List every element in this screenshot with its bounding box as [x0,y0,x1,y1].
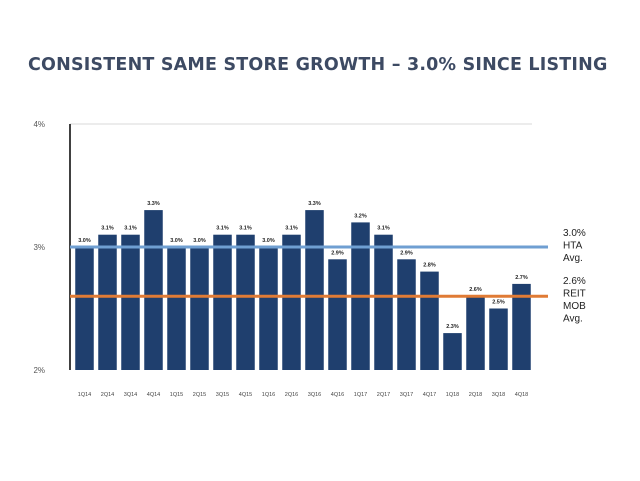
data-label: 2.7% [515,275,528,281]
bar [98,234,117,370]
x-tick-label: 1Q15 [170,392,183,398]
x-tick-label: 4Q14 [147,392,160,398]
bar [190,247,209,370]
data-label: 3.1% [377,226,390,232]
data-label: 3.1% [101,226,114,232]
x-tick-label: 4Q18 [515,392,528,398]
x-tick-label: 3Q15 [216,392,229,398]
slide-title: CONSISTENT SAME STORE GROWTH – 3.0% SINC… [28,55,608,75]
y-tick-label: 3% [33,243,45,252]
data-label: 2.9% [400,250,413,256]
bar [466,296,485,370]
bar [75,247,94,370]
reference-line-label: Avg. [563,253,583,264]
data-label: 3.1% [124,226,137,232]
bar [282,234,301,370]
x-tick-label: 1Q14 [78,392,91,398]
bar [213,234,232,370]
x-tick-label: 4Q15 [239,392,252,398]
x-tick-label: 2Q15 [193,392,206,398]
x-tick-label: 4Q17 [423,392,436,398]
reference-line-label: 3.0% [563,228,586,239]
data-label: 3.0% [170,238,183,244]
data-label: 3.3% [308,201,321,207]
x-tick-label: 3Q18 [492,392,505,398]
x-tick-label: 1Q18 [446,392,459,398]
bar [512,283,531,370]
bar [489,308,508,370]
data-label: 2.3% [446,324,459,330]
data-label: 2.6% [469,287,482,293]
data-label: 2.5% [492,300,505,306]
data-label: 3.3% [147,201,160,207]
x-tick-label: 1Q16 [262,392,275,398]
data-label: 3.0% [262,238,275,244]
data-label: 3.1% [239,226,252,232]
x-tick-label: 2Q16 [285,392,298,398]
x-tick-label: 1Q17 [354,392,367,398]
data-label: 3.1% [285,226,298,232]
data-label: 3.1% [216,226,229,232]
reference-line-label: Avg. [563,314,583,325]
bar [236,234,255,370]
bar [397,259,416,370]
reference-line-label: REIT [563,289,586,300]
bar [443,333,462,370]
bar [167,247,186,370]
y-tick-label: 4% [33,120,45,129]
data-label: 3.0% [78,238,91,244]
x-tick-label: 4Q16 [331,392,344,398]
x-tick-label: 2Q14 [101,392,114,398]
data-label: 2.9% [331,250,344,256]
bar [328,259,347,370]
bar [144,210,163,370]
x-tick-label: 3Q14 [124,392,137,398]
bar [259,247,278,370]
bar [420,271,439,370]
data-label: 3.2% [354,213,367,219]
data-label: 3.0% [193,238,206,244]
bar [305,210,324,370]
x-tick-label: 3Q17 [400,392,413,398]
data-label: 2.8% [423,263,436,269]
y-tick-label: 2% [33,366,45,375]
bar [374,234,393,370]
reference-line-label: MOB [563,301,586,312]
x-tick-label: 3Q16 [308,392,321,398]
reference-line-label: HTA [563,241,583,252]
x-tick-label: 2Q18 [469,392,482,398]
reference-line-label: 2.6% [563,276,586,287]
x-tick-label: 2Q17 [377,392,390,398]
bar [121,234,140,370]
